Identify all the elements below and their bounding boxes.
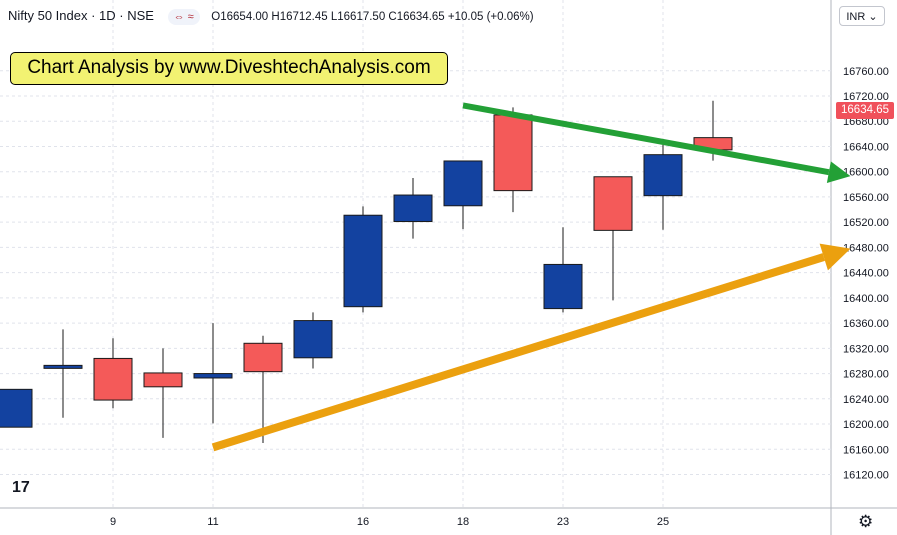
y-tick-label: 16720.00 (843, 91, 889, 103)
x-tick-label: 11 (207, 516, 218, 528)
candle-bearish (93, 357, 133, 401)
candle-bullish (443, 160, 483, 207)
y-tick-label: 16480.00 (843, 242, 889, 254)
y-tick-label: 16600.00 (843, 167, 889, 179)
y-tick-label: 16160.00 (843, 444, 889, 456)
trend-arrowhead-orange (819, 243, 851, 271)
y-tick-label: 16280.00 (843, 369, 889, 381)
x-tick-label: 18 (457, 516, 469, 528)
trend-arrow-green (462, 102, 830, 176)
gear-icon[interactable]: ⚙ (858, 512, 874, 531)
currency-selector[interactable]: INR ⌄ (839, 6, 885, 26)
y-tick-label: 16120.00 (843, 470, 889, 482)
last-price-tag: 16634.65 (836, 102, 894, 119)
trend-arrow-orange (211, 253, 825, 452)
y-tick-label: 16320.00 (843, 343, 889, 355)
tradingview-logo-icon[interactable]: 17 (12, 479, 30, 496)
candle-bearish (493, 114, 533, 192)
chart-header: Nifty 50 Index · 1D · NSE ⇔ ≈ O16654.00 … (8, 8, 534, 25)
chevron-down-icon: ⌄ (868, 11, 878, 23)
candle-bullish (0, 388, 33, 428)
x-tick-label: 23 (557, 516, 569, 528)
candle-bullish (43, 364, 83, 369)
y-tick-label: 16760.00 (843, 66, 889, 78)
trend-arrowhead-green (826, 161, 851, 183)
candle-bullish (393, 194, 433, 223)
y-tick-label: 16240.00 (843, 394, 889, 406)
y-tick-label: 16640.00 (843, 141, 889, 153)
candle-bullish (643, 154, 683, 197)
indicator-toggle-icon[interactable]: ⇔ ≈ (167, 8, 200, 25)
y-tick-label: 16360.00 (843, 318, 889, 330)
candle-bullish (343, 214, 383, 308)
x-tick-label: 25 (657, 516, 669, 528)
y-tick-label: 16560.00 (843, 192, 889, 204)
analysis-banner: Chart Analysis by www.DiveshtechAnalysis… (10, 52, 448, 85)
candle-bearish (143, 372, 183, 388)
candle-bearish (243, 342, 283, 373)
y-tick-label: 16200.00 (843, 419, 889, 431)
candle-bullish (193, 373, 233, 379)
y-tick-label: 16400.00 (843, 293, 889, 305)
candle-bearish (593, 176, 633, 231)
y-tick-label: 16440.00 (843, 268, 889, 280)
symbol-title[interactable]: Nifty 50 Index · 1D · NSE (8, 8, 154, 23)
candle-bullish (293, 320, 333, 359)
x-tick-label: 9 (110, 516, 116, 528)
y-tick-label: 16680.00 (843, 116, 889, 128)
x-tick-label: 16 (357, 516, 369, 528)
y-tick-label: 16520.00 (843, 217, 889, 229)
ohlc-readout: O16654.00 H16712.45 L16617.50 C16634.65 … (211, 11, 534, 23)
currency-label: INR (846, 11, 866, 23)
candle-bullish (543, 263, 583, 310)
